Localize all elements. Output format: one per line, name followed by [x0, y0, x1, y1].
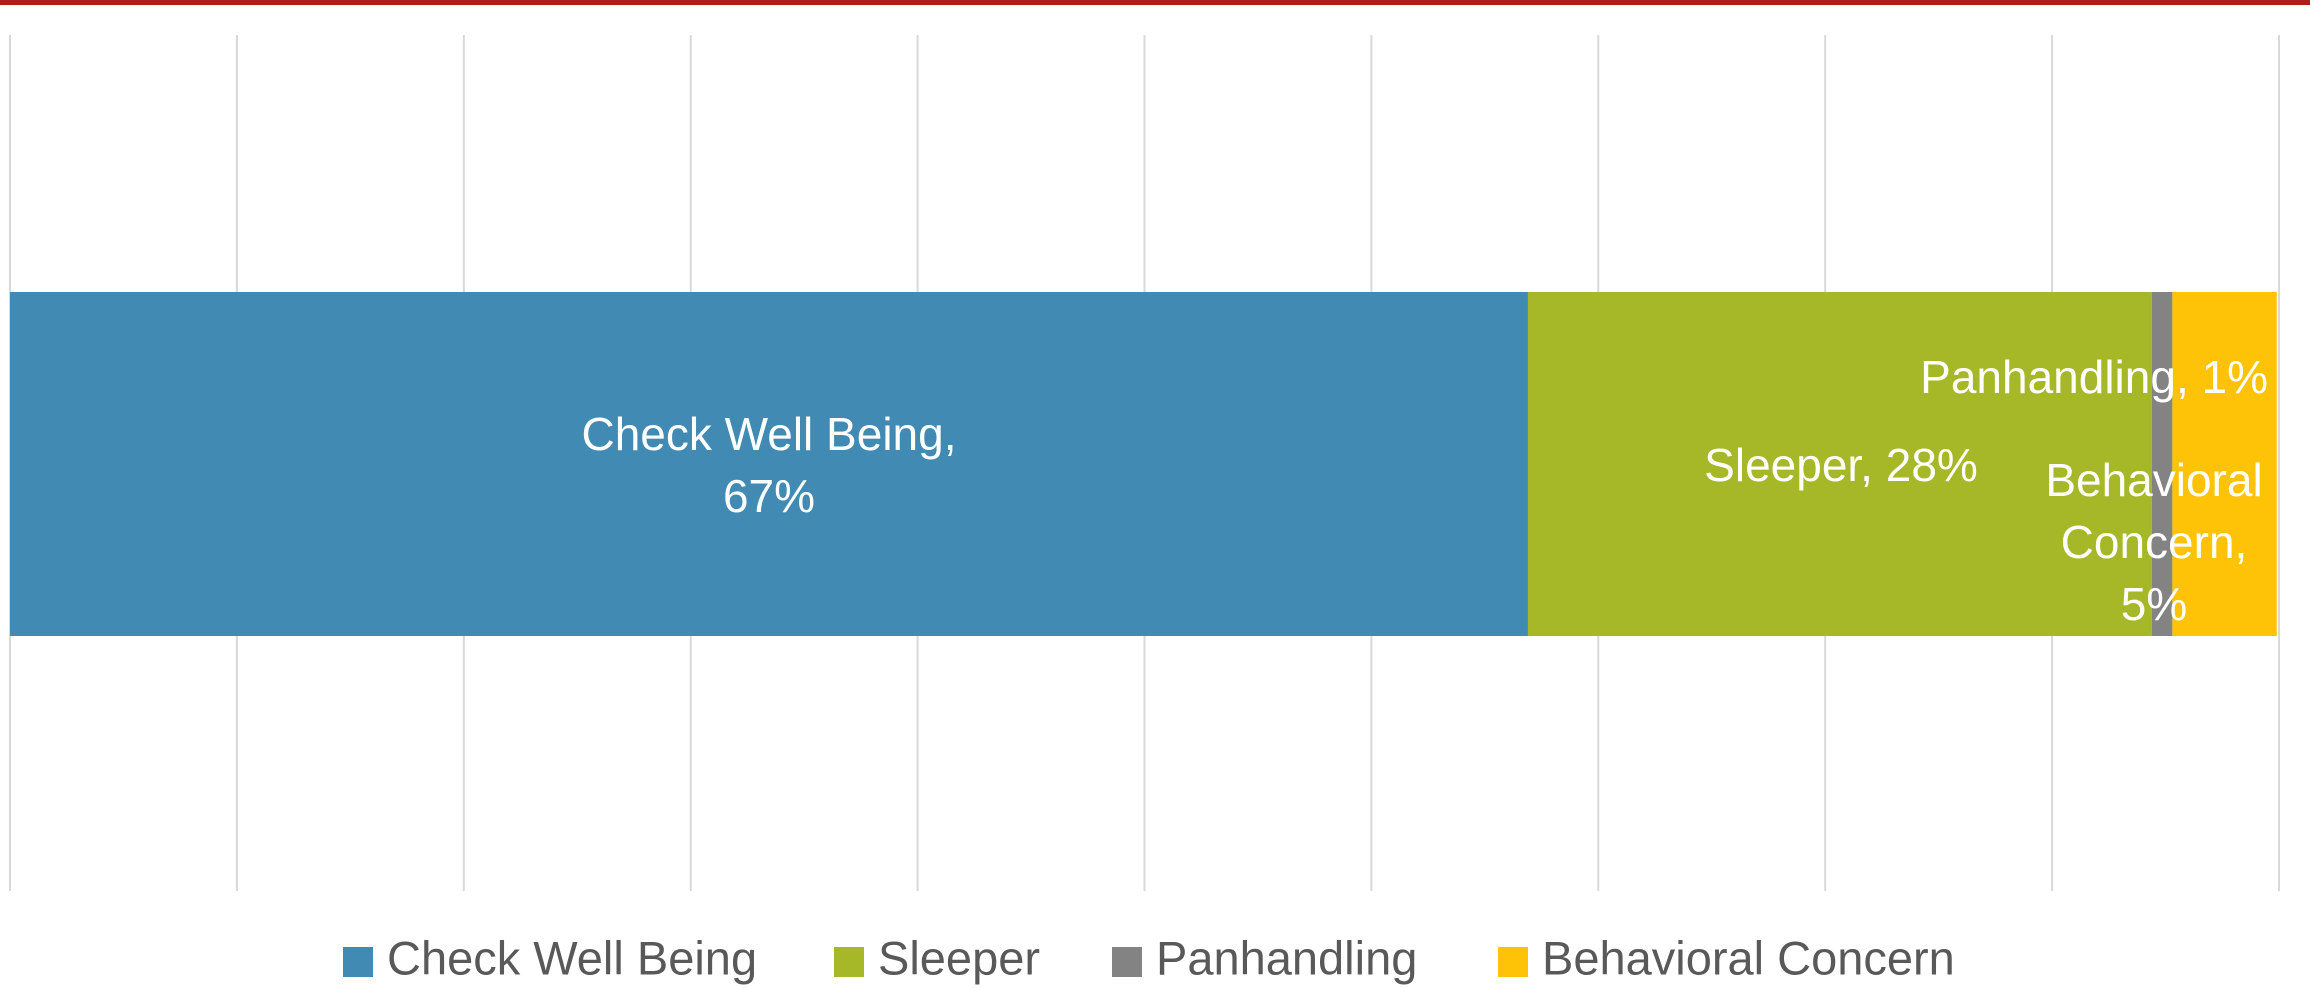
data-label: Sleeper, 28% — [1641, 434, 2041, 496]
legend-swatch — [1112, 947, 1142, 977]
legend-label: Sleeper — [878, 931, 1040, 984]
chart-page: {"chart_data": {"type": "stacked-bar-hor… — [0, 0, 2310, 988]
top-banner-strip — [0, 0, 2310, 5]
legend-label: Check Well Being — [387, 931, 757, 984]
data-label: Behavioral Concern, 5% — [2029, 449, 2279, 635]
legend-swatch — [834, 947, 864, 977]
data-label: Panhandling, 1% — [1920, 346, 2268, 408]
legend-label: Behavioral Concern — [1542, 931, 1955, 984]
legend-label: Panhandling — [1156, 931, 1417, 984]
legend-swatch — [1498, 947, 1528, 977]
data-label: Check Well Being, 67% — [559, 403, 979, 527]
legend-swatch — [343, 947, 373, 977]
